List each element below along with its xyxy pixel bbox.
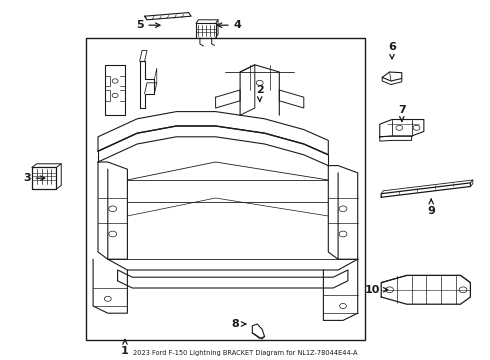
Text: 6: 6	[388, 42, 396, 59]
Text: 2: 2	[256, 85, 264, 101]
Text: 2023 Ford F-150 Lightning BRACKET Diagram for NL1Z-78044E44-A: 2023 Ford F-150 Lightning BRACKET Diagra…	[133, 350, 357, 356]
Text: 9: 9	[427, 199, 435, 216]
Text: 1: 1	[121, 340, 129, 356]
Text: 8: 8	[231, 319, 246, 329]
Text: 4: 4	[218, 20, 242, 30]
Text: 7: 7	[398, 105, 406, 121]
Text: 5: 5	[136, 20, 160, 30]
Text: 3: 3	[23, 173, 45, 183]
Text: 10: 10	[365, 285, 388, 295]
Bar	[86, 38, 365, 340]
